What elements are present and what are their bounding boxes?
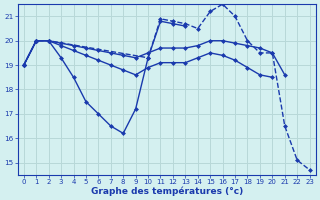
X-axis label: Graphe des températures (°c): Graphe des températures (°c)	[91, 186, 243, 196]
